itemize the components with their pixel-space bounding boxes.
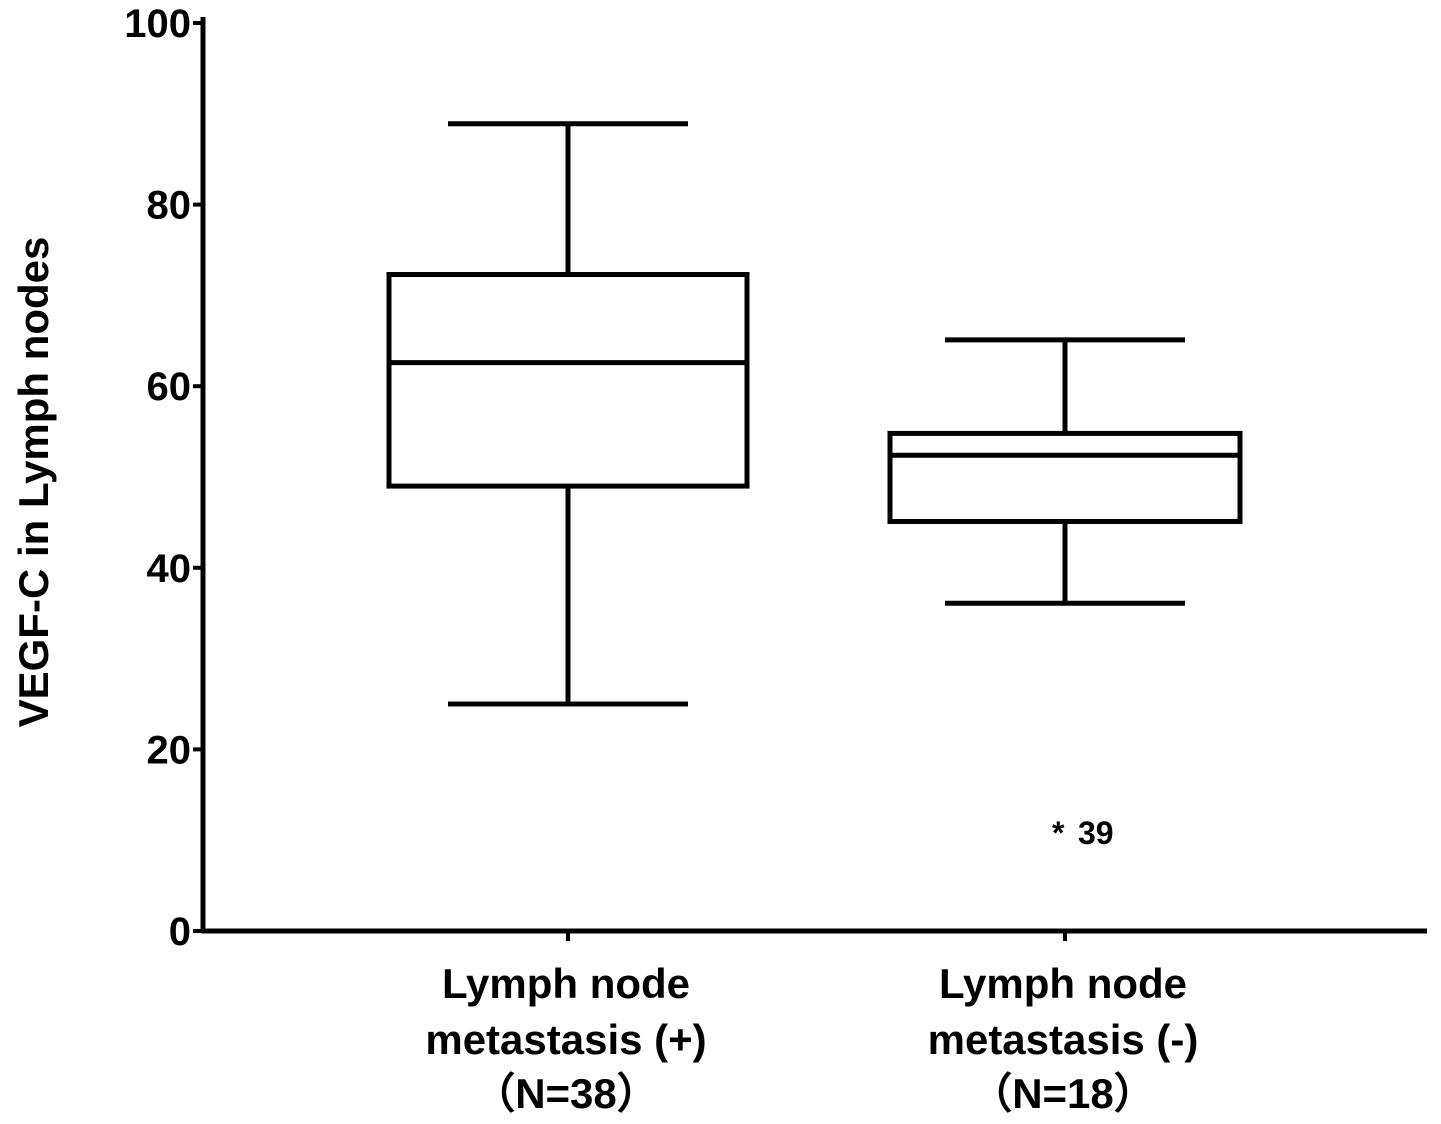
category-label-line: metastasis (-) <box>928 1016 1199 1063</box>
iqr-box <box>887 430 1243 524</box>
category-label-line: Lymph node <box>939 960 1187 1007</box>
box-group: * 39 <box>887 337 1243 851</box>
y-tick-label: 40 <box>147 547 192 591</box>
category-label-line: Lymph node <box>442 960 690 1007</box>
y-ticks: 0 20 40 60 80 100 <box>124 2 203 954</box>
outlier-marker: * <box>1052 815 1065 851</box>
y-tick-label: 20 <box>147 728 192 772</box>
x-ticks <box>566 931 1067 941</box>
y-tick-label: 0 <box>169 910 191 954</box>
box-group <box>386 121 750 707</box>
category-label-line: metastasis (+) <box>425 1016 706 1063</box>
boxes: * 39 <box>386 121 1243 851</box>
outlier-label: 39 <box>1078 815 1114 851</box>
iqr-box <box>386 272 750 489</box>
category-label-line: （N=38） <box>473 1070 659 1117</box>
y-tick-label: 100 <box>124 2 191 46</box>
y-axis-title: VEGF-C in Lymph nodes <box>10 237 57 728</box>
category-label-line: （N=18） <box>970 1070 1156 1117</box>
category-labels: Lymph node metastasis (+) （N=38） Lymph node… <box>425 960 1198 1117</box>
axes <box>200 17 1427 934</box>
y-tick-label: 60 <box>147 365 192 409</box>
y-tick-label: 80 <box>147 184 192 228</box>
